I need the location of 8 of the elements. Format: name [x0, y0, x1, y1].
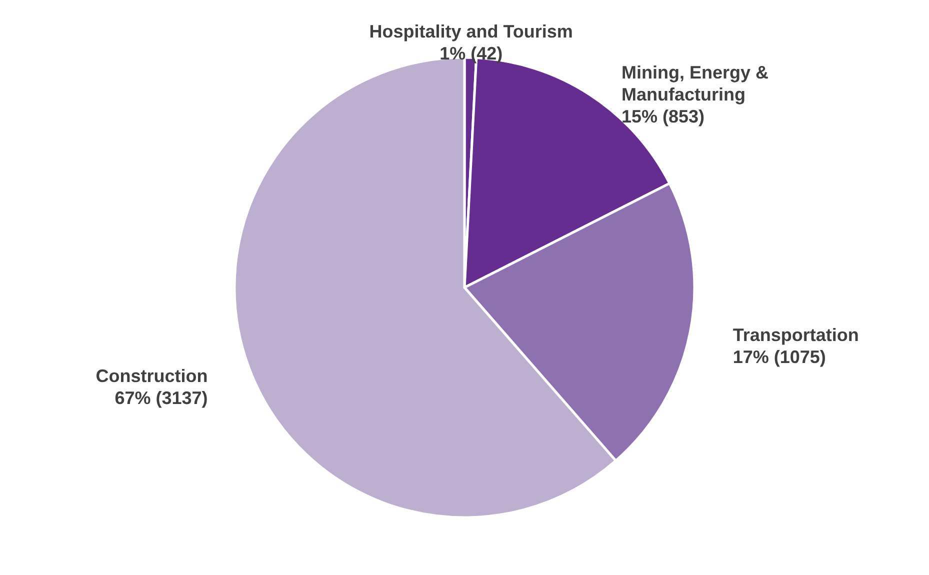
data-label: 67% (3137) [114, 388, 208, 408]
data-label: 15% (853) [621, 106, 705, 127]
slice-label: Hospitality and Tourism [369, 22, 573, 42]
data-label: 17% (1075) [732, 347, 826, 368]
slice-label: Mining, Energy & Manufacturing [621, 62, 768, 105]
slice-label: Construction [96, 366, 208, 386]
data-label: 1% (42) [440, 44, 503, 64]
slice-label: Transportation [732, 325, 859, 346]
